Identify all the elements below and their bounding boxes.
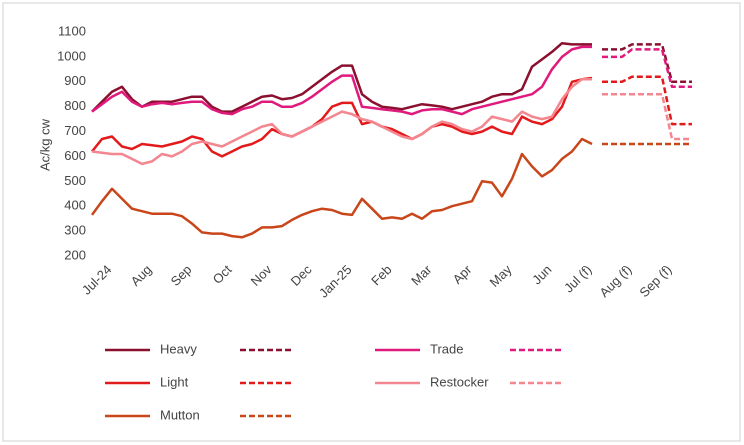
- y-axis-label: Ac/kg cw: [37, 118, 52, 171]
- forecast-line: [602, 48, 692, 89]
- y-tick-label: 700: [64, 123, 86, 138]
- series-line: [91, 76, 593, 158]
- forecast-line: [602, 43, 692, 84]
- series-line: [91, 78, 592, 166]
- y-tick-label: 800: [64, 98, 86, 113]
- series-line: [91, 45, 592, 116]
- series-line: [91, 41, 592, 113]
- legend-label: Light: [160, 374, 189, 389]
- legend-label: Mutton: [160, 407, 200, 422]
- y-tick-label: 400: [64, 198, 86, 213]
- y-tick-label: 900: [64, 73, 86, 88]
- y-tick-label: 600: [64, 148, 86, 163]
- y-tick-label: 200: [64, 247, 86, 262]
- legend-label: Trade: [430, 341, 463, 356]
- y-tick-label: 1100: [58, 23, 86, 38]
- y-tick-label: 300: [64, 223, 86, 238]
- forecast-line: [602, 92, 692, 141]
- y-tick-label: 500: [64, 173, 86, 188]
- legend-label: Heavy: [160, 341, 197, 356]
- y-tick-label: 1000: [57, 48, 86, 63]
- legend-label: Restocker: [430, 374, 489, 389]
- forecast-line: [602, 75, 692, 126]
- series-line: [90, 137, 593, 239]
